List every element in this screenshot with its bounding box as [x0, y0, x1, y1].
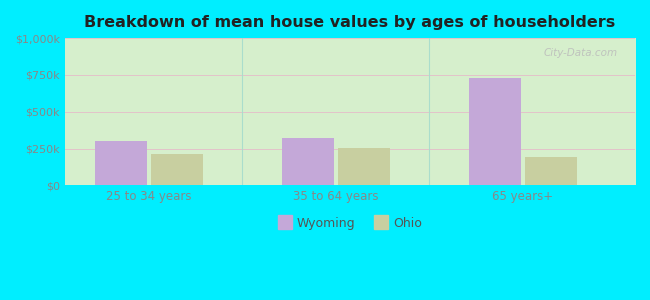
Bar: [525, 157, 577, 185]
Title: Breakdown of mean house values by ages of householders: Breakdown of mean house values by ages o…: [84, 15, 616, 30]
Bar: [338, 148, 390, 185]
Text: City-Data.com: City-Data.com: [544, 48, 618, 59]
Bar: [95, 141, 147, 185]
Bar: [469, 78, 521, 185]
Legend: Wyoming, Ohio: Wyoming, Ohio: [273, 212, 427, 235]
Bar: [281, 138, 334, 185]
Bar: [151, 154, 203, 185]
